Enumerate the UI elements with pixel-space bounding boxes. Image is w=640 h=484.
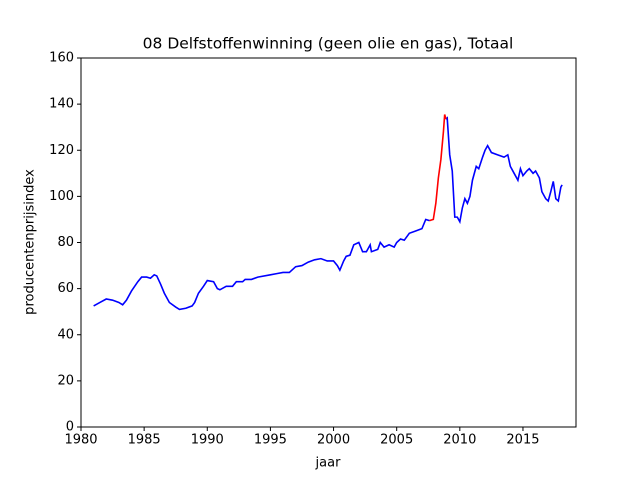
y-tick-label: 60	[57, 281, 74, 296]
x-tick-label: 1990	[191, 433, 224, 448]
y-tick-label: 100	[49, 189, 74, 204]
x-tick-label: 1980	[64, 433, 97, 448]
x-tick-label: 1985	[128, 433, 161, 448]
data-line	[93, 116, 563, 311]
x-tick-label: 2010	[443, 433, 476, 448]
y-tick-label: 120	[49, 143, 74, 158]
plot-frame	[80, 57, 577, 428]
chart-title: 08 Delfstoffenwinning (geen olie en gas)…	[143, 35, 514, 53]
y-tick-label: 0	[66, 420, 74, 435]
y-tick-label: 160	[49, 51, 74, 66]
data-line	[429, 114, 447, 222]
y-tick-label: 40	[57, 327, 74, 342]
x-axis-label: jaar	[315, 456, 342, 471]
y-tick-label: 20	[57, 373, 74, 388]
y-axis-label: producentenprijsindex	[23, 169, 38, 315]
x-tick-label: 2005	[380, 433, 413, 448]
y-tick-label: 80	[57, 235, 74, 250]
y-tick-label: 140	[49, 97, 74, 112]
x-tick-label: 2015	[506, 433, 539, 448]
x-tick-label: 2000	[317, 433, 350, 448]
x-tick-label: 1995	[254, 433, 287, 448]
